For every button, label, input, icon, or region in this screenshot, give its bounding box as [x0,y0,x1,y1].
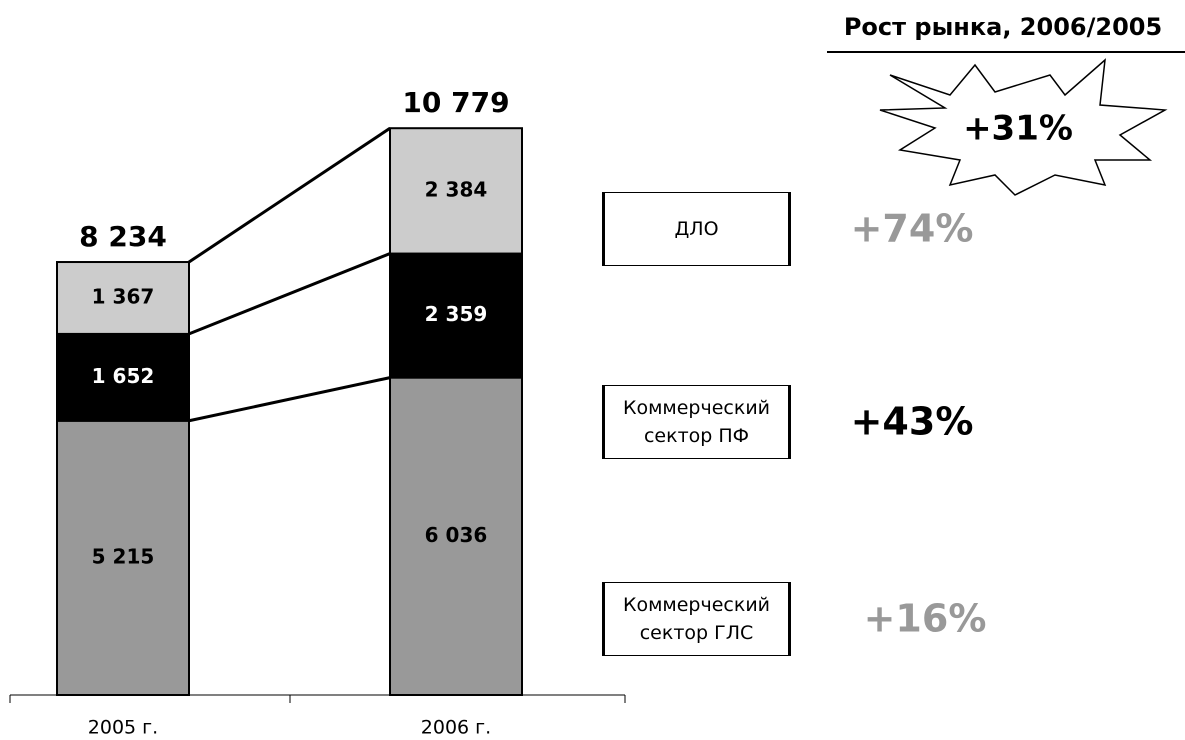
value-label: 1 652 [92,364,155,388]
legend-entry: Коммерческий сектор ГЛС [602,582,791,656]
market-growth-title: Рост рынка, 2006/2005 [844,13,1162,41]
value-label: 2 384 [425,177,488,201]
growth-label: +16% [864,597,987,641]
value-label: 2 359 [425,302,488,326]
growth-label: +43% [851,400,974,444]
growth-label: +74% [851,207,974,251]
x-tick-label: 2006 г. [421,717,491,739]
bar-segment [56,332,190,422]
legend-entry: ДЛО [602,192,791,266]
total-label: 10 779 [402,86,509,119]
bar-segment [389,127,523,255]
starburst [879,58,1168,196]
value-label: 1 367 [92,284,155,308]
bar-segment [389,376,523,696]
connector [188,126,391,264]
value-label: 6 036 [425,523,488,547]
connector [188,252,391,336]
value-label: 5 215 [92,544,155,568]
total-label: 8 234 [79,220,167,253]
connector [188,376,391,423]
x-tick-label: 2005 г. [88,717,158,739]
bar-segment [389,252,523,379]
market-growth: +31% [963,109,1073,149]
legend-entry: Коммерческий сектор ПФ [602,385,791,459]
bar-segment [56,261,190,335]
